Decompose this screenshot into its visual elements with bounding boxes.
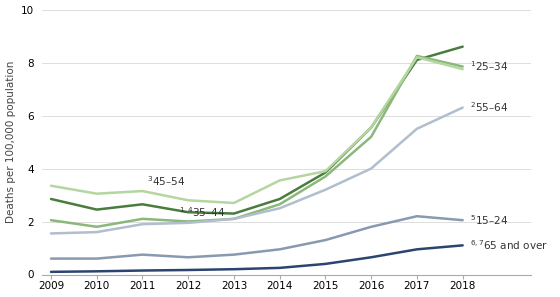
Y-axis label: Deaths per 100,000 population: Deaths per 100,000 population: [6, 61, 16, 223]
Text: $^{6,7}$65 and over: $^{6,7}$65 and over: [469, 238, 548, 252]
Text: $^2$55–64: $^2$55–64: [469, 101, 507, 114]
Text: $^1$25–34: $^1$25–34: [469, 60, 507, 73]
Text: $^3$45–54: $^3$45–54: [147, 175, 185, 188]
Text: $^{1,4}$35–44: $^{1,4}$35–44: [179, 205, 226, 219]
Text: $^5$15–24: $^5$15–24: [469, 213, 507, 227]
